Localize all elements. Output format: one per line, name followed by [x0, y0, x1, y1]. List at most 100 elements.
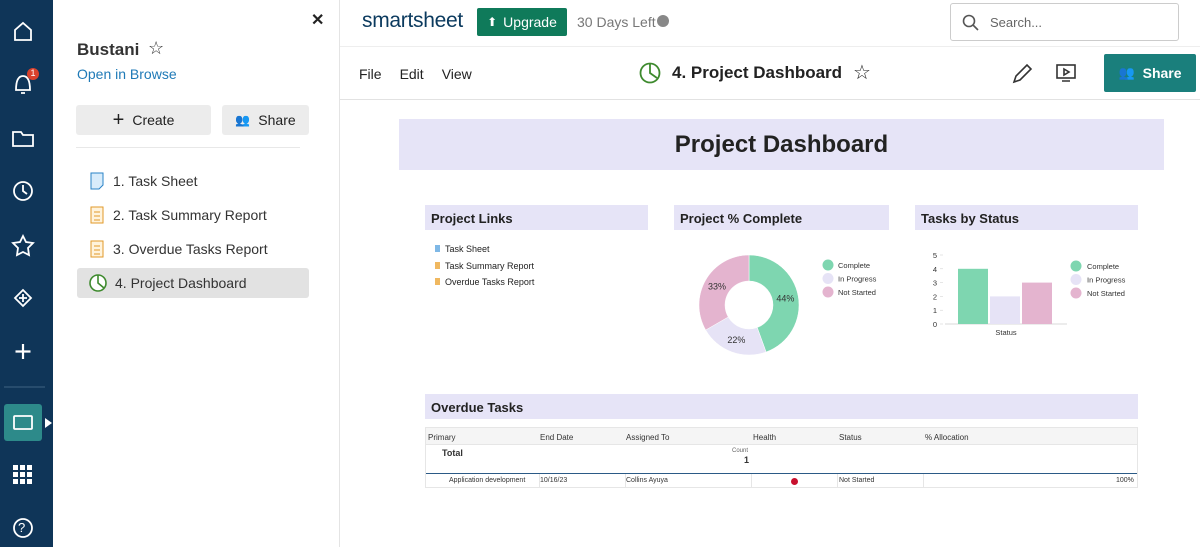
create-label: Create	[132, 112, 175, 128]
slice-label: 44%	[776, 294, 794, 304]
y-tick-label: 2	[933, 292, 937, 301]
link[interactable]: Overdue Tasks Report	[435, 274, 534, 291]
dashboard-title: Project Dashboard	[399, 119, 1164, 170]
create-button[interactable]: + Create	[76, 105, 211, 135]
donut-chart: 44% Complete 22% In Progress 33% Not Started	[698, 254, 877, 356]
menu: File Edit View	[359, 66, 472, 82]
apps-icon[interactable]	[13, 465, 32, 484]
item-label: 3. Overdue Tasks Report	[113, 241, 268, 257]
workspace-icon[interactable]	[4, 404, 42, 441]
total-label: Total	[442, 448, 463, 458]
link-label: Overdue Tasks Report	[445, 277, 535, 287]
favorite-star[interactable]: ☆	[853, 62, 871, 84]
side-panel: ✕ Bustani ☆ Open in Browse + Create 👥 Shar…	[53, 0, 340, 547]
edit-icon[interactable]	[1012, 63, 1033, 84]
pie-slice	[698, 254, 750, 331]
legend-label: Complete	[1087, 262, 1119, 271]
cell: Collins Ayuya	[626, 477, 668, 484]
y-tick-label: 1	[933, 306, 937, 315]
legend-swatch	[822, 259, 834, 271]
upgrade-label: Upgrade	[503, 14, 557, 30]
column-header: % Allocation	[925, 433, 969, 442]
new-icon[interactable]	[15, 344, 31, 359]
panel-item[interactable]: 1. Task Sheet	[77, 166, 309, 196]
help-icon[interactable]	[13, 518, 33, 538]
y-tick-label: 3	[933, 279, 937, 288]
widget-title: Project % Complete	[674, 205, 889, 230]
link[interactable]: Task Summary Report	[435, 258, 534, 275]
legend-label: Not Started	[838, 288, 876, 297]
menu-item[interactable]: File	[359, 66, 382, 82]
column-header: Primary	[428, 433, 456, 442]
cell: Not Started	[839, 477, 875, 484]
bar	[990, 296, 1020, 324]
item-label: 2. Task Summary Report	[113, 207, 267, 223]
item-label: 1. Task Sheet	[113, 173, 198, 189]
info-icon[interactable]	[657, 15, 669, 27]
search-box[interactable]: Search...	[950, 3, 1179, 41]
column-header: Status	[839, 433, 862, 442]
close-button[interactable]: ✕	[311, 12, 325, 29]
column-header: Health	[753, 433, 777, 442]
cell: Application development	[449, 477, 526, 484]
home-icon[interactable]	[14, 21, 32, 41]
menu-item[interactable]: Edit	[399, 66, 424, 82]
solutions-icon[interactable]	[13, 288, 33, 308]
panel-item[interactable]: 4. Project Dashboard	[77, 268, 309, 298]
legend-label: In Progress	[838, 275, 877, 284]
panel-item[interactable]: 2. Task Summary Report	[77, 200, 309, 230]
health-dot	[791, 478, 798, 485]
dashboard-icon	[639, 62, 661, 84]
present-icon[interactable]	[1056, 64, 1076, 79]
bar	[958, 268, 988, 324]
column-header: End Date	[540, 433, 574, 442]
cell: 10/16/23	[540, 477, 568, 484]
y-tick-label: 0	[933, 320, 937, 329]
favorite-star[interactable]: ☆	[148, 38, 165, 58]
link-list: Task Sheet Task Summary Report Overdue T…	[435, 241, 534, 291]
recents-icon[interactable]	[13, 181, 33, 201]
panel-share-button[interactable]: 👥 Share	[222, 105, 309, 135]
cell: 100%	[1116, 477, 1134, 484]
legend-swatch	[1070, 287, 1082, 299]
slice-label: 33%	[708, 282, 726, 292]
legend-swatch	[1070, 260, 1082, 272]
panel-item[interactable]: 3. Overdue Tasks Report	[77, 234, 309, 264]
upgrade-button[interactable]: ⬆ Upgrade	[477, 8, 567, 36]
panel-title: Bustani	[77, 40, 140, 59]
link[interactable]: Task Sheet	[435, 241, 534, 258]
bar	[1022, 282, 1052, 324]
legend-swatch	[822, 286, 834, 298]
overdue-table: Primary End Date Assigned To Health Stat…	[425, 427, 1138, 488]
pie-slice	[748, 254, 800, 353]
widget-title: Project Links	[425, 205, 648, 230]
column-header: Assigned To	[626, 433, 670, 442]
legend-label: In Progress	[1087, 276, 1126, 285]
notification-badge: 1	[30, 68, 36, 78]
notifications-icon[interactable]	[15, 75, 31, 94]
menu-item[interactable]: View	[441, 66, 472, 82]
toolbar-icons	[1012, 63, 1076, 84]
favorites-icon[interactable]	[11, 233, 35, 257]
legend-label: Not Started	[1087, 289, 1125, 298]
legend-swatch	[822, 273, 834, 284]
sheet-title: 4. Project Dashboard	[672, 63, 843, 82]
x-tick-label: Status	[995, 328, 1017, 337]
link-label: Task Summary Report	[445, 260, 535, 271]
logo[interactable]: smartsheet	[362, 9, 463, 32]
share-button[interactable]: 👥 Share	[1104, 54, 1196, 92]
browse-icon[interactable]	[12, 131, 34, 147]
widget-title: Overdue Tasks	[425, 394, 1138, 419]
y-tick-label: 5	[933, 251, 937, 260]
nav-icons	[4, 21, 52, 538]
count-value: 1	[744, 455, 750, 465]
nav-bar: 1 ?	[0, 0, 53, 547]
open-in-browse[interactable]: Open in Browse	[77, 66, 177, 82]
search-placeholder: Search...	[990, 15, 1043, 30]
count-label: Count	[732, 448, 749, 454]
trial-status: 30 Days Left	[577, 14, 656, 30]
legend-swatch	[1070, 274, 1082, 285]
slice-label: 22%	[727, 335, 745, 345]
